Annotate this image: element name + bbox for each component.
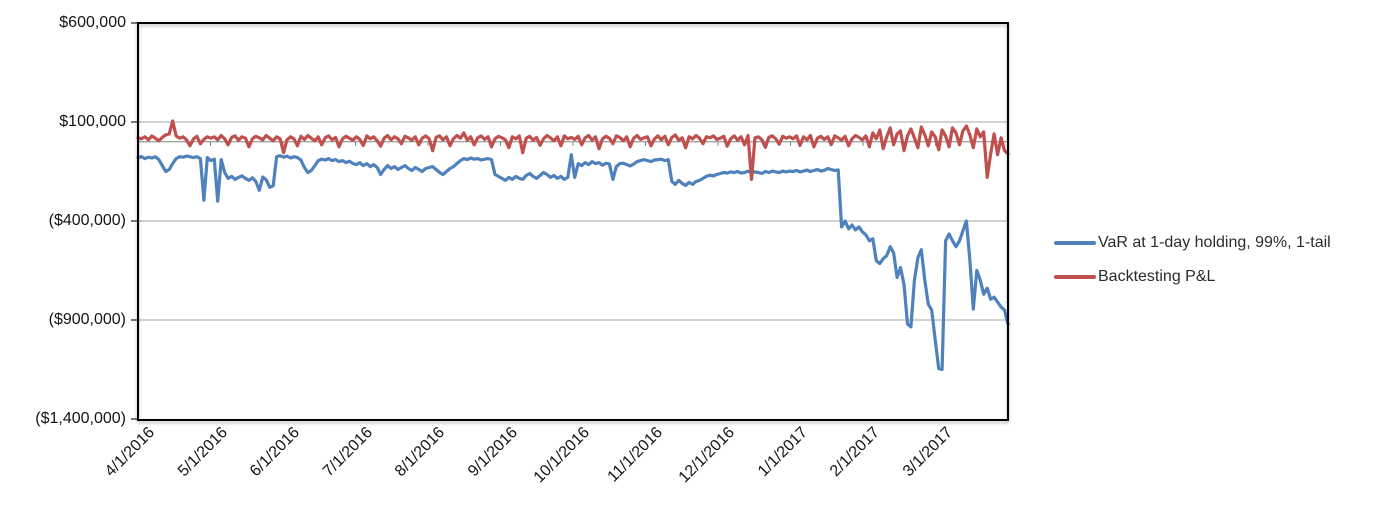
legend-swatch-var-line: [1054, 241, 1096, 245]
legend-item-pnl: Backtesting P&L: [1054, 268, 1331, 286]
legend-label-var: VaR at 1-day holding, 99%, 1-tail: [1098, 234, 1331, 251]
y-axis-tick-label: ($400,000): [48, 212, 126, 229]
y-axis-tick-label: $600,000: [59, 14, 126, 31]
legend-item-var: VaR at 1-day holding, 99%, 1-tail: [1054, 234, 1331, 252]
series-line-var: [136, 153, 1010, 372]
y-axis-tick-label: ($1,400,000): [35, 410, 126, 427]
y-axis-tick-label: ($900,000): [48, 311, 126, 328]
y-axis-tick-label: $100,000: [59, 113, 126, 130]
legend: VaR at 1-day holding, 99%, 1-tail Backte…: [1054, 234, 1331, 286]
legend-label-pnl: Backtesting P&L: [1098, 268, 1216, 285]
series-line-pnl: [136, 119, 1010, 181]
legend-swatch-pnl-line: [1054, 275, 1096, 279]
